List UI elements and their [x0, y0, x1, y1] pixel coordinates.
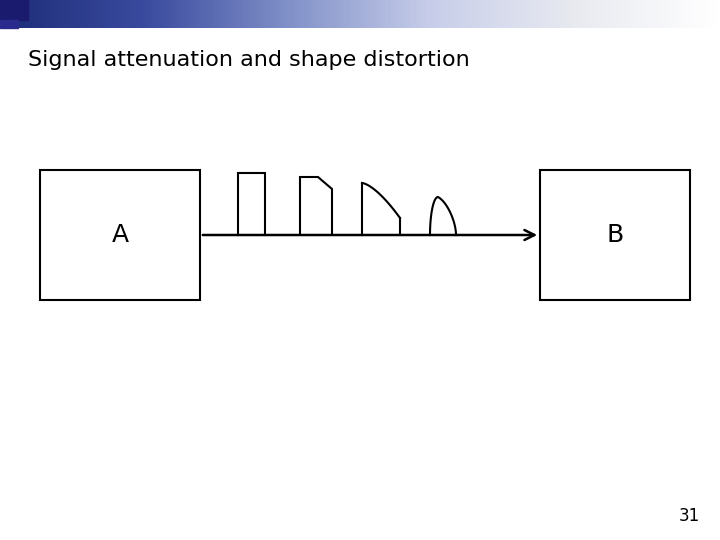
Bar — [540, 170, 690, 300]
Text: 31: 31 — [679, 507, 700, 525]
Text: Signal attenuation and shape distortion: Signal attenuation and shape distortion — [28, 50, 469, 70]
Bar — [0, 20, 18, 28]
Text: A: A — [112, 223, 129, 247]
Bar — [0, 0, 28, 20]
Text: B: B — [606, 223, 624, 247]
Bar — [40, 170, 200, 300]
